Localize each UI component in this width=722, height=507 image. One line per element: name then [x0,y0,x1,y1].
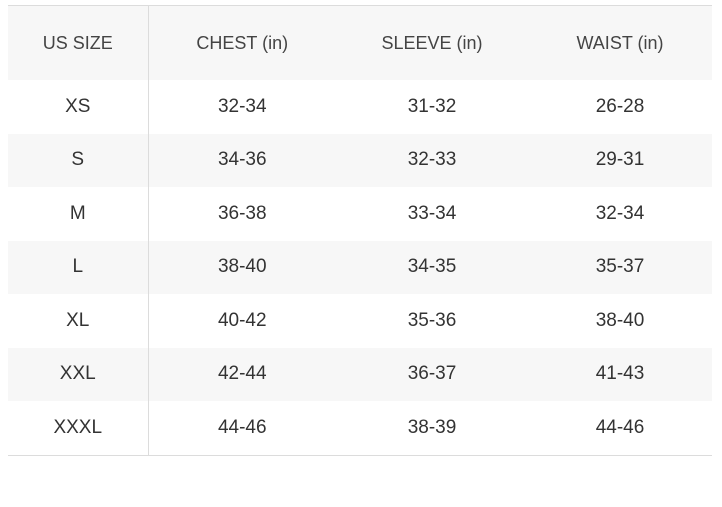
table-body: XS 32-34 31-32 26-28 S 34-36 32-33 29-31 M 36-38 3… [8,80,712,456]
size-cell: XXL [8,347,149,401]
measurement-cell: 34-35 [336,240,528,294]
measurement-cell: 41-43 [528,347,712,401]
measurement-cell: 32-34 [217,95,267,117]
measurement-cell: 38-40 [595,309,645,331]
measurement-cell: 32-33 [336,133,528,187]
measurement-cell: 36-37 [336,347,528,401]
table-header: US SIZE CHEST (in) SLEEVE (in) WAIST (in) [8,5,712,80]
measurement-cell: 38-40 [148,240,336,294]
table-row: XXL 42-44 36-37 41-43 [8,347,712,401]
measurement-cell: 35-37 [528,240,712,294]
table-row: M 36-38 33-34 32-34 [8,187,712,241]
table-row: L 38-40 34-35 35-37 [8,240,712,294]
measurement-cell: 31-32 [407,95,457,117]
measurement-cell: 33-34 [407,202,457,224]
measurement-cell: 34-36 [148,133,336,187]
column-header: WAIST (in) [528,5,712,80]
measurement-cell: 29-31 [528,133,712,187]
measurement-cell: 44-46 [528,401,712,456]
table-row: XS 32-34 31-32 26-28 [8,80,712,134]
column-header: US SIZE [8,5,149,80]
table-row: S 34-36 32-33 29-31 [8,133,712,187]
measurement-cell: 36-38 [217,202,267,224]
size-cell: XS [8,80,149,134]
header-row: US SIZE CHEST (in) SLEEVE (in) WAIST (in) [8,5,712,80]
size-cell: XL [8,294,149,348]
measurement-cell: 35-36 [407,309,457,331]
size-cell: S [8,133,149,187]
table-row: XXXL 44-46 38-39 44-46 [8,401,712,456]
size-cell: M [8,187,149,241]
measurement-cell: 44-46 [148,401,336,456]
measurement-cell: 38-39 [336,401,528,456]
size-chart: US SIZE CHEST (in) SLEEVE (in) WAIST (in) X… [8,5,712,456]
table-row: XL 40-42 35-36 38-40 [8,294,712,348]
size-cell: XXXL [8,401,149,456]
measurement-cell: 42-44 [148,347,336,401]
size-cell: L [8,240,149,294]
measurement-cell: 32-34 [595,202,645,224]
column-header: CHEST (in) [148,5,336,80]
column-header: SLEEVE (in) [336,5,528,80]
measurement-cell: 26-28 [595,95,645,117]
measurement-cell: 40-42 [217,309,267,331]
